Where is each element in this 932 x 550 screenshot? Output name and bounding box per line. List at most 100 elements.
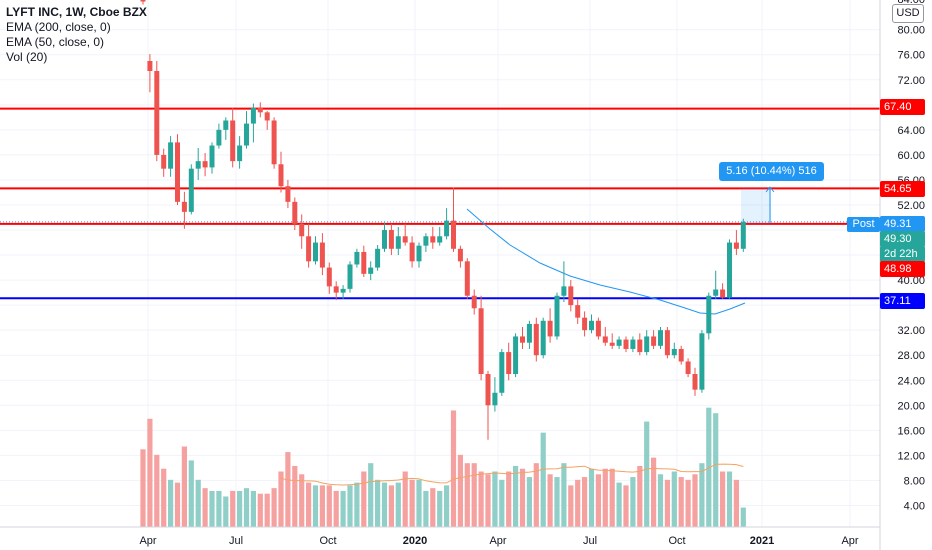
candle-body	[595, 320, 601, 337]
volume-bar	[685, 479, 691, 527]
candle-body	[444, 220, 450, 237]
candle-body	[333, 286, 339, 293]
volume-bar	[299, 474, 305, 527]
candle-body	[147, 61, 153, 72]
price-badge-level-37: 37.11	[880, 293, 925, 309]
candle	[582, 311, 588, 337]
volume-bar	[616, 482, 622, 527]
volume-bar	[547, 474, 553, 527]
candle	[589, 314, 594, 334]
volume-bar	[140, 449, 146, 527]
volume-bar	[375, 479, 381, 527]
volume-bar	[499, 479, 505, 527]
volume-bar	[678, 477, 684, 527]
legend-ema50[interactable]: EMA (50, close, 0)	[6, 35, 105, 49]
candle	[485, 370, 491, 440]
y-tick-15: 20.00	[897, 400, 925, 412]
legend-volume[interactable]: Vol (20)	[6, 50, 48, 64]
y-tick-12: 32.00	[897, 325, 925, 337]
candle-body	[230, 120, 236, 162]
volume-bar	[437, 490, 443, 527]
candle	[140, 0, 146, 5]
y-tick-16: 16.00	[897, 425, 925, 437]
candle	[340, 285, 346, 299]
volume-bar	[312, 485, 319, 527]
candle	[292, 197, 298, 231]
volume-bar	[595, 474, 601, 527]
candle-body	[547, 320, 553, 337]
candle-body	[678, 348, 684, 362]
candle-body	[651, 336, 657, 346]
candle	[278, 151, 284, 193]
volume-bar	[651, 457, 657, 527]
candle-body	[540, 320, 546, 356]
volume-bar	[602, 468, 608, 527]
candle-body	[713, 289, 719, 296]
candle-body	[471, 295, 477, 309]
candle	[181, 191, 187, 229]
candle-body	[154, 71, 160, 155]
volume-bar	[181, 446, 187, 527]
y-tick-13: 28.00	[897, 350, 925, 362]
candle-body	[430, 236, 436, 243]
candle	[471, 289, 477, 315]
candle	[423, 233, 429, 252]
currency-button[interactable]: USD	[892, 4, 924, 23]
candle	[223, 117, 229, 140]
candle-body	[478, 308, 484, 374]
volume-bar	[478, 471, 484, 527]
y-tick-14: 24.00	[897, 375, 925, 387]
candle-body	[637, 339, 643, 353]
symbol-title[interactable]: LYFT INC, 1W, Cboe BZX	[6, 5, 147, 19]
candle	[209, 142, 215, 174]
candle	[168, 136, 174, 177]
candle	[664, 327, 670, 359]
candle	[568, 280, 574, 312]
candle-body	[195, 161, 201, 169]
candle-body	[188, 168, 194, 212]
candle-body	[499, 352, 505, 393]
volume-ma	[280, 463, 744, 486]
candle-body	[457, 248, 463, 262]
volume-bar	[699, 463, 705, 527]
candle	[319, 233, 325, 276]
ema50-polyline	[466, 208, 746, 315]
volume-bar	[575, 479, 581, 527]
candle-body	[340, 288, 346, 293]
candle-body	[361, 251, 367, 274]
candle	[161, 148, 167, 177]
candle-body	[244, 123, 249, 146]
volume-bar	[319, 485, 325, 527]
candle	[554, 292, 560, 340]
volume-bar	[726, 471, 733, 527]
x-tick-4: Apr	[489, 535, 506, 547]
candle	[513, 333, 519, 378]
volume-bar	[209, 490, 215, 527]
candle	[175, 134, 180, 205]
legend-ema200[interactable]: EMA (200, close, 0)	[6, 20, 111, 34]
volume-bar	[388, 485, 394, 527]
candle	[271, 117, 277, 169]
candle	[575, 298, 581, 324]
volume-bar	[450, 410, 457, 527]
candle-body	[278, 164, 284, 187]
candle	[540, 317, 546, 359]
y-tick-1: 76.00	[897, 50, 925, 62]
candle-body	[451, 220, 456, 249]
candle-body	[161, 154, 167, 169]
x-tick-6: Oct	[668, 535, 685, 547]
candle-body	[568, 286, 574, 306]
candle-body	[727, 242, 732, 298]
candle	[299, 214, 305, 249]
volume-bar	[395, 482, 401, 527]
chart-grid	[0, 0, 880, 527]
volume-bar	[485, 474, 491, 527]
post-market-pill: Post	[847, 217, 880, 232]
candle-body	[368, 267, 374, 274]
volume-bar	[402, 471, 408, 527]
candle	[437, 226, 443, 246]
volume-bar	[223, 496, 229, 527]
candle-body	[264, 112, 270, 121]
candle	[651, 330, 657, 349]
